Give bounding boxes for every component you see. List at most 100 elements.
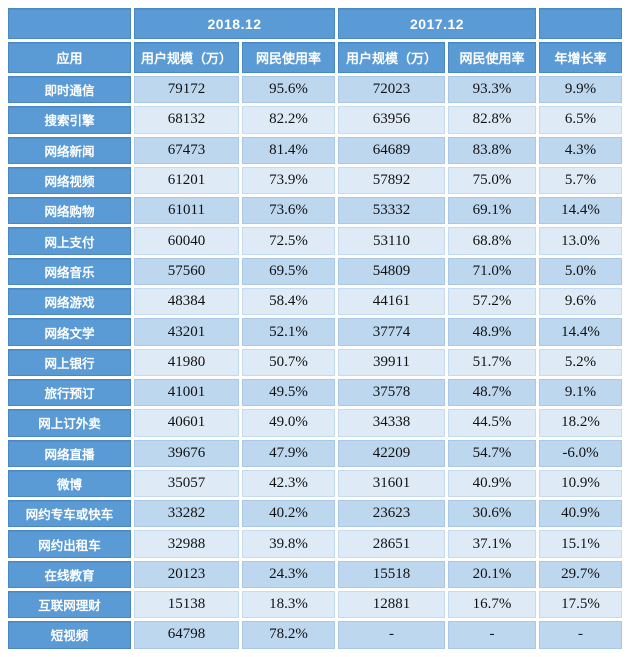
- group-header-row: 2018.12 2017.12: [8, 8, 622, 39]
- table-row: 网上银行 41980 50.7% 39911 51.7% 5.2%: [8, 348, 622, 376]
- table-row: 网约专车或快车 33282 40.2% 23623 30.6% 40.9%: [8, 500, 622, 528]
- data-cell: 57.2%: [448, 288, 536, 316]
- row-label-cell: 网络购物: [8, 197, 131, 225]
- data-cell: 49.0%: [242, 409, 335, 437]
- data-cell: 41001: [134, 378, 239, 407]
- column-header-users-2018: 用户规模（万）: [134, 42, 239, 73]
- column-header-rate-2018: 网民使用率: [242, 42, 335, 73]
- data-cell: 72.5%: [242, 227, 335, 255]
- data-cell: 5.2%: [539, 348, 622, 376]
- data-cell: 40.9%: [448, 469, 536, 498]
- row-label-cell: 网络新闻: [8, 136, 131, 164]
- data-cell: -: [448, 621, 536, 649]
- data-cell: 71.0%: [448, 257, 536, 286]
- data-cell: 72023: [338, 76, 445, 104]
- data-cell: -6.0%: [539, 439, 622, 467]
- data-cell: 41980: [134, 348, 239, 376]
- row-label-cell: 网约专车或快车: [8, 500, 131, 528]
- group-header-blank-right: [539, 8, 622, 39]
- data-cell: 42209: [338, 439, 445, 467]
- row-label-cell: 网络音乐: [8, 257, 131, 286]
- table-row: 网络直播 39676 47.9% 42209 54.7% -6.0%: [8, 439, 622, 467]
- table-row: 网约出租车 32988 39.8% 28651 37.1% 15.1%: [8, 530, 622, 558]
- data-cell: 33282: [134, 500, 239, 528]
- data-cell: 48.7%: [448, 378, 536, 407]
- data-cell: 58.4%: [242, 288, 335, 316]
- row-label-cell: 网上订外卖: [8, 409, 131, 437]
- row-label-cell: 网络文学: [8, 318, 131, 346]
- data-cell: 23623: [338, 500, 445, 528]
- column-header-row: 应用 用户规模（万） 网民使用率 用户规模（万） 网民使用率 年增长率: [8, 42, 622, 73]
- column-header-growth: 年增长率: [539, 42, 622, 73]
- row-label-cell: 网络直播: [8, 439, 131, 467]
- table-row: 网络新闻 67473 81.4% 64689 83.8% 4.3%: [8, 136, 622, 164]
- data-cell: 39911: [338, 348, 445, 376]
- data-cell: 44161: [338, 288, 445, 316]
- data-cell: 61011: [134, 197, 239, 225]
- data-cell: 50.7%: [242, 348, 335, 376]
- data-cell: 9.6%: [539, 288, 622, 316]
- data-cell: 79172: [134, 76, 239, 104]
- data-cell: 48384: [134, 288, 239, 316]
- data-cell: 20123: [134, 560, 239, 589]
- data-cell: 53110: [338, 227, 445, 255]
- data-cell: 68132: [134, 106, 239, 134]
- table-row: 网络音乐 57560 69.5% 54809 71.0% 5.0%: [8, 257, 622, 286]
- table-row: 网上支付 60040 72.5% 53110 68.8% 13.0%: [8, 227, 622, 255]
- usage-table: 2018.12 2017.12 应用 用户规模（万） 网民使用率 用户规模（万）…: [8, 8, 622, 649]
- data-cell: 73.6%: [242, 197, 335, 225]
- data-cell: 13.0%: [539, 227, 622, 255]
- data-cell: 37.1%: [448, 530, 536, 558]
- data-cell: 9.9%: [539, 76, 622, 104]
- data-cell: 28651: [338, 530, 445, 558]
- data-cell: 81.4%: [242, 136, 335, 164]
- data-cell: 60040: [134, 227, 239, 255]
- data-cell: 52.1%: [242, 318, 335, 346]
- data-cell: 64689: [338, 136, 445, 164]
- data-cell: 6.5%: [539, 106, 622, 134]
- data-cell: 32988: [134, 530, 239, 558]
- data-cell: 63956: [338, 106, 445, 134]
- data-cell: 57560: [134, 257, 239, 286]
- data-cell: 51.7%: [448, 348, 536, 376]
- data-cell: 61201: [134, 166, 239, 195]
- data-cell: 14.4%: [539, 197, 622, 225]
- data-cell: -: [338, 621, 445, 649]
- data-cell: 53332: [338, 197, 445, 225]
- table-row: 短视频 64798 78.2% - - -: [8, 621, 622, 649]
- data-cell: 49.5%: [242, 378, 335, 407]
- data-cell: 82.2%: [242, 106, 335, 134]
- row-label-cell: 网络游戏: [8, 288, 131, 316]
- data-cell: 10.9%: [539, 469, 622, 498]
- row-label-cell: 旅行预订: [8, 378, 131, 407]
- data-cell: 30.6%: [448, 500, 536, 528]
- group-header-blank-left: [8, 8, 131, 39]
- data-cell: 15518: [338, 560, 445, 589]
- table-row: 旅行预订 41001 49.5% 37578 48.7% 9.1%: [8, 378, 622, 407]
- data-cell: 57892: [338, 166, 445, 195]
- row-label-cell: 网上银行: [8, 348, 131, 376]
- table-row: 微博 35057 42.3% 31601 40.9% 10.9%: [8, 469, 622, 498]
- data-cell: 4.3%: [539, 136, 622, 164]
- table-row: 网络购物 61011 73.6% 53332 69.1% 14.4%: [8, 197, 622, 225]
- table-row: 互联网理财 15138 18.3% 12881 16.7% 17.5%: [8, 591, 622, 619]
- table-row: 网络视频 61201 73.9% 57892 75.0% 5.7%: [8, 166, 622, 195]
- data-cell: 44.5%: [448, 409, 536, 437]
- data-cell: 20.1%: [448, 560, 536, 589]
- column-header-users-2017: 用户规模（万）: [338, 42, 445, 73]
- data-cell: 78.2%: [242, 621, 335, 649]
- table-row: 搜索引擎 68132 82.2% 63956 82.8% 6.5%: [8, 106, 622, 134]
- data-cell: 64798: [134, 621, 239, 649]
- row-label-cell: 网络视频: [8, 166, 131, 195]
- data-cell: 18.3%: [242, 591, 335, 619]
- data-cell: 37578: [338, 378, 445, 407]
- data-cell: 40.2%: [242, 500, 335, 528]
- data-cell: 40.9%: [539, 500, 622, 528]
- group-header-2018: 2018.12: [134, 8, 335, 39]
- row-label-cell: 网上支付: [8, 227, 131, 255]
- data-cell: 43201: [134, 318, 239, 346]
- data-cell: 47.9%: [242, 439, 335, 467]
- column-header-rate-2017: 网民使用率: [448, 42, 536, 73]
- data-cell: 15138: [134, 591, 239, 619]
- data-cell: 83.8%: [448, 136, 536, 164]
